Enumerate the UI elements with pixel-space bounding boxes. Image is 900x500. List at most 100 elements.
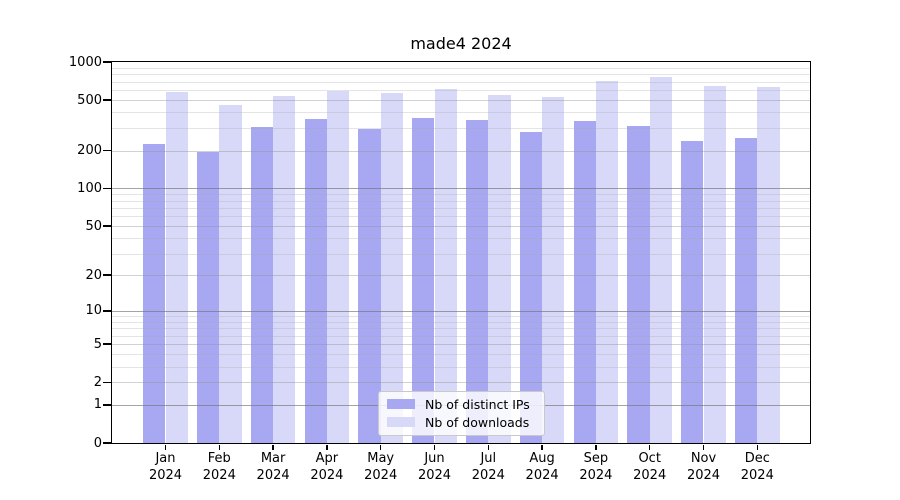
bar-downloads [219,105,242,443]
legend-swatch-distinct-ips [387,399,415,409]
y-axis-tick [103,99,111,101]
gridline [112,128,810,130]
y-axis-tick [103,149,111,152]
gridline [112,275,810,277]
gridline [112,200,810,202]
bar-downloads [488,94,511,443]
gridline [112,310,810,312]
gridline [112,194,810,196]
gridline [112,354,810,356]
gridline [112,216,810,218]
x-tick-label: Aug 2024 [525,451,559,483]
bar-downloads [703,85,726,443]
bar-downloads [165,92,188,443]
y-axis-tick [103,187,111,190]
x-tick-label: Jul 2024 [471,451,505,483]
gridline [112,90,810,92]
gridline [112,316,810,318]
y-axis-tick [103,343,111,345]
bar-distinct-ips [519,132,543,443]
bar-downloads [595,81,619,443]
bar-distinct-ips [304,119,327,443]
x-axis-tick [272,444,274,450]
x-axis-tick [702,444,705,450]
bar-distinct-ips [735,138,758,443]
bar-distinct-ips [143,144,166,443]
x-axis-tick [541,444,543,450]
gridline [112,188,810,190]
gridline [112,253,810,255]
gridline [112,328,810,330]
bar-downloads [380,93,403,443]
x-tick-label: Feb 2024 [202,451,236,483]
bar-distinct-ips [573,120,596,443]
x-axis-tick [487,444,490,450]
gridline [112,226,810,228]
y-tick-label: 200 [77,143,102,159]
x-axis-tick [326,444,328,450]
bar-downloads [434,88,457,443]
bar-distinct-ips [466,119,489,443]
legend-label-distinct-ips: Nb of distinct IPs [425,396,530,412]
y-tick-label: 20 [85,267,102,283]
y-axis-tick [103,274,111,276]
y-tick-label: 50 [85,218,102,234]
bar-distinct-ips [358,129,381,443]
gridline [112,238,810,240]
x-axis-tick [164,444,167,450]
gridline [112,67,810,69]
y-tick-label: 2 [93,374,102,390]
gridline [112,382,810,384]
x-tick-label: Jan 2024 [148,451,183,483]
bar-distinct-ips [250,127,274,443]
x-tick-label: Oct 2024 [633,451,667,483]
x-axis-tick [218,444,221,450]
gridline [112,100,810,102]
y-axis-tick [103,404,111,406]
y-axis-tick [103,442,111,444]
plot-area [112,62,810,443]
y-axis-tick [103,310,111,312]
legend-swatch-downloads [387,417,415,427]
bar-downloads [649,77,672,443]
x-tick-label: Apr 2024 [310,451,344,483]
y-axis-tick [103,381,111,384]
x-axis-tick [756,444,759,450]
bar-downloads [326,91,350,443]
bar-downloads [757,87,780,443]
gridline [112,81,810,83]
y-tick-label: 5 [93,336,102,352]
bar-distinct-ips [412,118,435,443]
x-axis-tick [648,444,651,450]
legend-row-distinct-ips: Nb of distinct IPs [387,397,544,412]
gridline [112,335,810,337]
y-tick-label: 1 [93,397,102,413]
chart-title: made4 2024 [410,34,512,53]
x-tick-label: Mar 2024 [256,451,290,483]
x-tick-label: Jun 2024 [417,451,452,483]
x-axis-tick [433,444,436,450]
legend: Nb of distinct IPs Nb of downloads [378,390,545,436]
y-tick-label: 100 [77,180,102,196]
gridline [112,207,810,209]
y-tick-label: 10 [85,303,102,319]
legend-label-downloads: Nb of downloads [425,414,530,430]
bar-distinct-ips [681,140,704,443]
gridline [112,74,810,76]
bar-distinct-ips [197,151,220,443]
legend-row-downloads: Nb of downloads [387,415,544,430]
bar-distinct-ips [627,126,650,443]
x-axis-tick [595,444,597,450]
y-tick-label: 1000 [68,54,102,70]
x-tick-label: Nov 2024 [686,451,721,483]
y-tick-label: 0 [93,435,102,451]
x-tick-label: Dec 2024 [740,451,774,483]
y-axis-tick [103,61,111,63]
gridline [112,112,810,114]
gridline [112,344,810,346]
y-tick-label: 500 [77,92,102,108]
x-tick-label: Sep 2024 [579,451,613,483]
bar-downloads [542,96,565,443]
gridline [112,150,810,152]
